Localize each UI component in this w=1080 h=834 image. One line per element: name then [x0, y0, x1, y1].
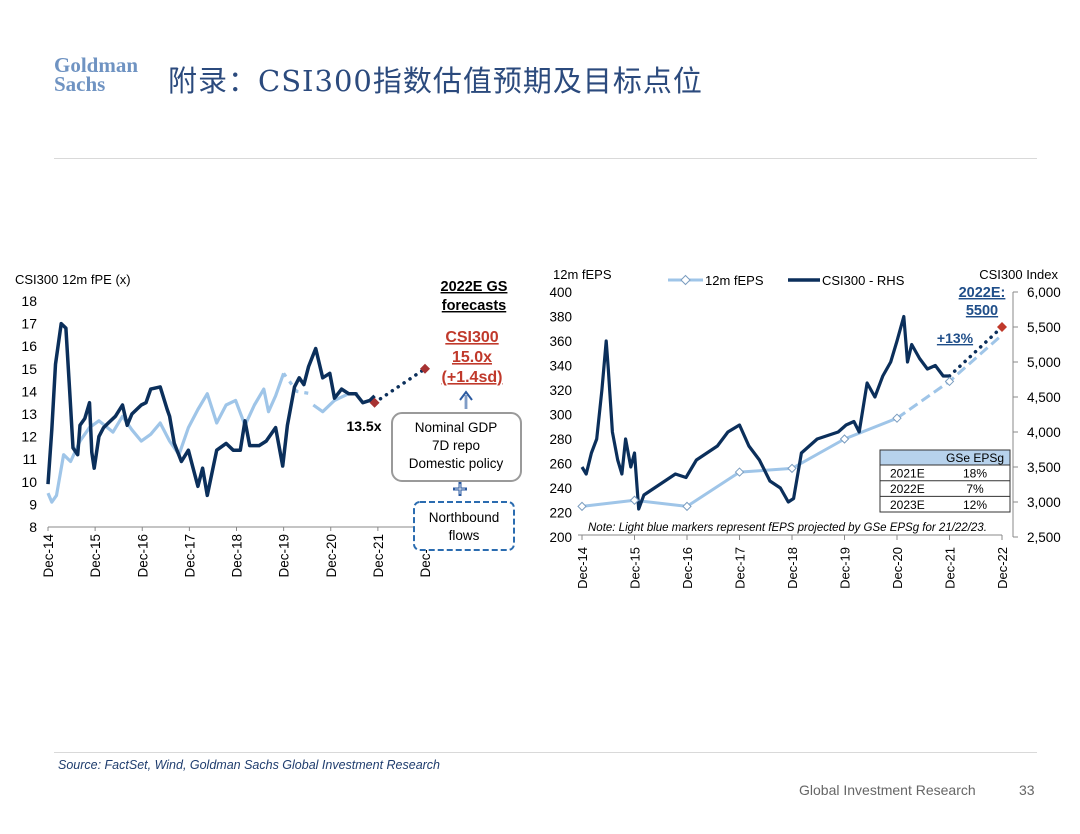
source-note: Source: FactSet, Wind, Goldman Sachs Glo…	[58, 758, 441, 772]
left-y-tick-label: 17	[21, 316, 37, 332]
up-arrow-icon	[459, 390, 473, 409]
flows-line-1: Northbound	[429, 510, 500, 525]
goldman-sachs-logo: Goldman Sachs	[54, 53, 150, 96]
left-x-tick-label: Dec-21	[371, 534, 386, 578]
left-y-tick-label: 15	[21, 361, 37, 377]
left-y-ticks: 8 9 10 11 12 13 14 15 16 17 18	[21, 293, 37, 535]
left-y-tick-label: 16	[21, 338, 37, 354]
plus-icon	[453, 482, 467, 496]
logo-line-1: Goldman	[54, 53, 139, 77]
drivers-box	[391, 412, 522, 482]
left-y-tick-label: 9	[29, 496, 37, 512]
current-pe-label: 13.5x	[346, 418, 381, 434]
left-x-tick-label: Dec-17	[182, 534, 197, 578]
left-y-tick-label: 10	[21, 474, 37, 490]
page-title: 附录：CSI300指数估值预期及目标点位	[168, 64, 703, 98]
forecast-target-sd: (+1.4sd)	[442, 369, 503, 386]
left-y-tick-label: 11	[22, 451, 37, 467]
driver-nominal-gdp: Nominal GDP	[415, 420, 498, 435]
forecast-heading-1: 2022E GS	[441, 279, 508, 295]
left-series-line-4	[372, 367, 427, 405]
forecast-csi-label: CSI300	[445, 329, 498, 346]
left-y-tick-label: 14	[21, 383, 37, 399]
forecast-target-pe: 15.0x	[452, 349, 492, 366]
left-series-line-1	[282, 372, 312, 396]
left-y-tick-label: 13	[21, 406, 37, 422]
left-x-ticks: Dec-14 Dec-15 Dec-16 Dec-17 Dec-18 Dec-19 Dec-…	[41, 527, 433, 578]
driver-7d-repo: 7D repo	[432, 438, 480, 453]
left-x-tick-label: Dec-19	[277, 534, 292, 578]
left-series-line-3	[46, 321, 376, 498]
left-y-tick-label: 18	[21, 293, 37, 309]
forecast-heading-2: forecasts	[442, 298, 506, 314]
left-x-tick-label: Dec-14	[41, 534, 56, 578]
left-x-tick-label: Dec-20	[324, 534, 339, 578]
page-number: 33	[1019, 782, 1035, 798]
flows-line-2: flows	[449, 528, 480, 543]
left-y-tick-label: 8	[29, 519, 37, 535]
left-y-tick-label: 12	[21, 429, 37, 445]
northbound-flows-box	[413, 501, 515, 551]
left-x-tick-label: Dec-18	[230, 534, 245, 578]
top-divider	[54, 158, 1037, 159]
left-series-group	[46, 321, 430, 504]
logo-line-2: Sachs	[54, 72, 106, 96]
bottom-divider	[54, 752, 1037, 753]
left-target-marker	[420, 363, 430, 374]
left-target-marker	[369, 397, 380, 408]
left-y-axis-title: CSI300 12m fPE (x)	[15, 272, 131, 287]
left-x-tick-label: Dec-16	[135, 534, 150, 578]
footer-brand: Global Investment Research	[799, 782, 976, 798]
driver-domestic-policy: Domestic policy	[409, 456, 504, 471]
left-x-tick-label: Dec-15	[88, 534, 103, 578]
